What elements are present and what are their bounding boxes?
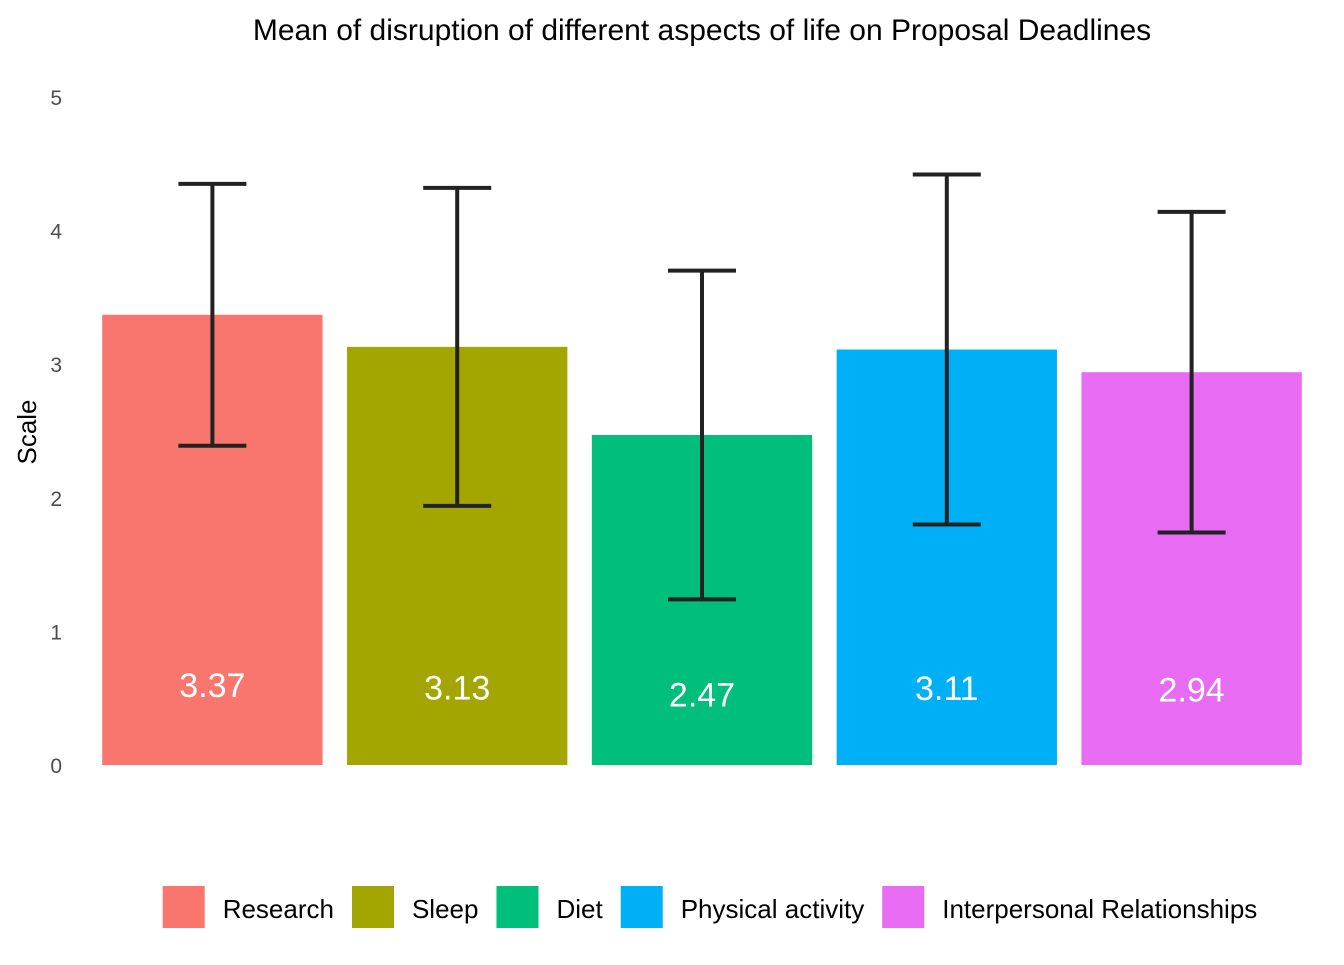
y-tick-label: 0 — [50, 755, 62, 778]
y-tick-label: 4 — [50, 221, 62, 244]
bar-value-label: 2.47 — [669, 677, 735, 715]
y-axis-ticks: 0 1 2 3 4 5 — [50, 87, 62, 778]
y-tick-label: 1 — [50, 621, 62, 644]
chart-title: Mean of disruption of different aspects … — [253, 14, 1151, 47]
legend-label: Research — [223, 894, 334, 924]
legend-label: Interpersonal Relationships — [942, 894, 1257, 924]
legend-label: Physical activity — [681, 894, 865, 924]
y-axis-label: Scale — [12, 399, 42, 464]
legend-swatch — [496, 886, 539, 928]
bar-value-label: 3.13 — [424, 670, 490, 708]
y-tick-label: 5 — [50, 87, 62, 110]
value-labels-group: 3.37 3.13 2.47 3.11 2.94 — [179, 667, 1224, 715]
legend-swatch — [351, 886, 394, 928]
bar-value-label: 2.94 — [1159, 672, 1225, 710]
legend: Research Sleep Diet Physical activity Interp… — [162, 886, 1257, 928]
legend-label: Sleep — [412, 894, 479, 924]
bar-value-label: 3.11 — [915, 670, 979, 708]
legend-label: Diet — [556, 894, 603, 924]
y-tick-label: 2 — [50, 488, 62, 511]
legend-swatch — [620, 886, 663, 928]
bar-value-label: 3.37 — [179, 667, 245, 705]
legend-swatch — [162, 886, 205, 928]
y-tick-label: 3 — [50, 354, 62, 377]
legend-swatch — [882, 886, 925, 928]
error-bars-group — [178, 172, 1226, 602]
